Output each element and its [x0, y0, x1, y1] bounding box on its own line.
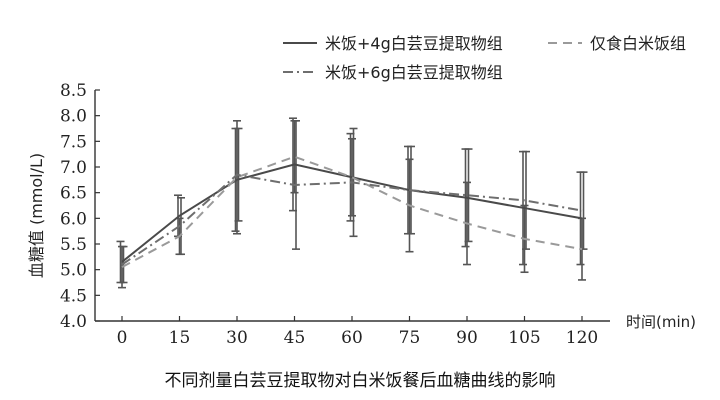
x-tick-label: 90 [456, 328, 478, 348]
error-bars-dashdot [119, 120, 588, 284]
x-tick-label: 75 [399, 328, 421, 348]
x-tick-label: 45 [284, 328, 306, 348]
series-line-dashdot [121, 173, 583, 266]
figure-caption: 不同剂量白芸豆提取物对白米饭餐后血糖曲线的影响 [164, 371, 556, 391]
y-tick-label: 8.0 [60, 107, 87, 127]
y-tick-label: 5.0 [60, 261, 87, 281]
legend-label-dashdot: 米饭+6g白芸豆提取物组 [325, 63, 503, 82]
y-tick-label: 4.0 [60, 312, 87, 332]
y-tick-label: 7.0 [60, 158, 87, 178]
line-chart: 4.0 4.5 5.0 5.5 6.0 6.5 7.0 7.5 8.0 8.5 0 15 30 45 60 7… [27, 34, 696, 348]
x-tick-label: 30 [226, 328, 248, 348]
series-line-solid [121, 163, 583, 263]
y-tick-label: 8.5 [60, 81, 87, 101]
x-tick-label: 105 [508, 328, 540, 348]
x-tick-label: 0 [117, 328, 128, 348]
y-tick-label: 5.5 [60, 235, 87, 255]
y-tick-label: 4.5 [60, 286, 87, 306]
y-tick-label: 6.0 [60, 209, 87, 229]
legend-label-dashed: 仅食白米饭组 [590, 34, 686, 53]
error-bars-dashed [118, 120, 586, 289]
x-tick-label: 120 [566, 328, 598, 348]
x-tick-label: 60 [341, 328, 363, 348]
x-axis-label: 时间(min) [626, 313, 696, 331]
y-tick-label: 7.5 [60, 132, 87, 152]
y-tick-label: 6.5 [60, 184, 87, 204]
series-line-dashed [121, 155, 583, 268]
legend-label-solid: 米饭+4g白芸豆提取物组 [325, 34, 503, 53]
y-axis-label: 血糖值 (mmol/L) [27, 153, 46, 278]
x-tick-label: 15 [169, 328, 191, 348]
